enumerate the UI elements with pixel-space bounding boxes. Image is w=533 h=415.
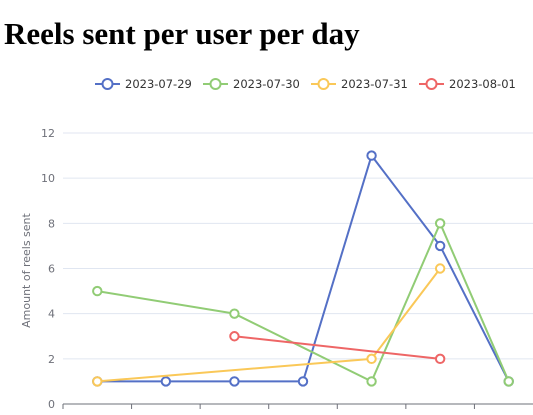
data-point[interactable] bbox=[229, 331, 240, 342]
series-2023-07-30[interactable] bbox=[92, 218, 514, 387]
legend-label: 2023-07-29 bbox=[125, 77, 192, 91]
legend-item[interactable]: 2023-07-30 bbox=[203, 77, 300, 91]
y-tick-label: 12 bbox=[41, 127, 55, 140]
y-tick-label: 4 bbox=[48, 308, 55, 321]
series-line bbox=[97, 222, 510, 383]
data-point[interactable] bbox=[229, 376, 240, 387]
series-line bbox=[97, 267, 441, 383]
legend-item[interactable]: 2023-07-31 bbox=[311, 77, 408, 91]
legend-swatch-marker bbox=[317, 78, 330, 90]
legend-label: 2023-07-30 bbox=[233, 77, 300, 91]
legend-swatch-marker bbox=[425, 78, 438, 90]
y-tick-label: 8 bbox=[48, 217, 55, 230]
axes: 0 2 4 6 8 10 12 bbox=[41, 127, 475, 411]
legend-label: 2023-08-01 bbox=[449, 77, 516, 91]
series-lines bbox=[92, 150, 514, 387]
page-title: Reels sent per user per day bbox=[4, 16, 360, 51]
series-2023-07-31[interactable] bbox=[92, 263, 446, 387]
data-point[interactable] bbox=[434, 218, 446, 229]
y-axis-title: Amount of reels sent bbox=[20, 212, 33, 327]
data-point[interactable] bbox=[434, 263, 446, 274]
grid-lines bbox=[63, 132, 533, 405]
data-point[interactable] bbox=[366, 150, 377, 161]
y-tick-label: 0 bbox=[48, 398, 55, 411]
data-point[interactable] bbox=[160, 376, 172, 387]
data-point[interactable] bbox=[434, 240, 446, 252]
series-line bbox=[234, 335, 441, 360]
y-tick-label: 2 bbox=[48, 353, 55, 366]
data-point[interactable] bbox=[434, 353, 446, 365]
data-point[interactable] bbox=[92, 376, 103, 387]
legend-item[interactable]: 2023-08-01 bbox=[419, 77, 516, 91]
data-point[interactable] bbox=[503, 376, 514, 387]
legend-swatch-marker bbox=[101, 78, 114, 90]
data-point[interactable] bbox=[366, 376, 377, 387]
data-point[interactable] bbox=[92, 285, 103, 297]
legend[interactable]: 2023-07-29 2023-07-30 2023-07-31 2023-08-01 bbox=[95, 77, 516, 91]
legend-label: 2023-07-31 bbox=[341, 77, 408, 91]
legend-swatch-marker bbox=[209, 78, 222, 90]
data-point[interactable] bbox=[297, 376, 309, 387]
series-2023-08-01[interactable] bbox=[229, 331, 446, 365]
y-tick-label: 6 bbox=[48, 263, 55, 276]
y-tick-label: 10 bbox=[41, 172, 55, 185]
data-point[interactable] bbox=[366, 353, 377, 365]
data-point[interactable] bbox=[229, 308, 240, 319]
legend-item[interactable]: 2023-07-29 bbox=[95, 77, 192, 91]
